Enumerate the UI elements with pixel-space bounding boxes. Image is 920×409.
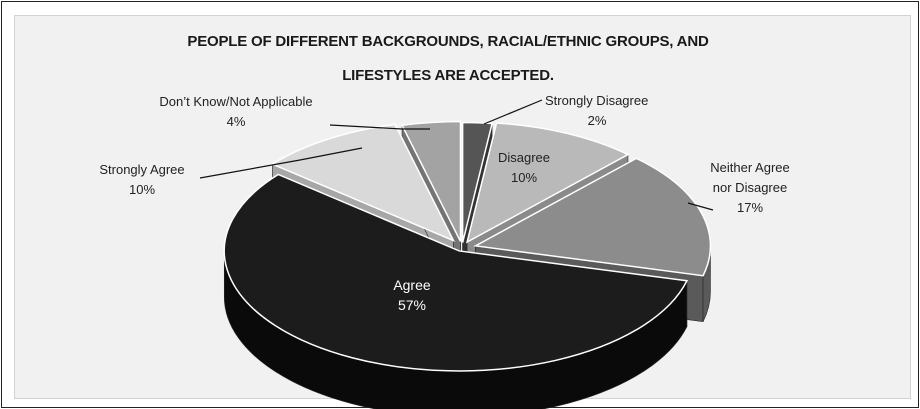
pie-slice-top-1 (465, 122, 630, 244)
leader-line-0 (483, 99, 543, 125)
slice-value-3: 57% (398, 297, 426, 313)
chart-title-line-2: LIFESTYLES ARE ACCEPTED. (342, 67, 554, 84)
leader-line-2 (687, 202, 714, 211)
slice-value-4: 10% (129, 182, 155, 197)
slice-name-2-0: Neither Agree (710, 160, 790, 175)
chart-title-line-1: PEOPLE OF DIFFERENT BACKGROUNDS, RACIAL/… (187, 33, 709, 50)
slice-name-1-0: Disagree (498, 150, 550, 165)
pie-slice-3 (223, 173, 689, 409)
slice-name-3-0: Agree (393, 277, 431, 293)
pie-slice-top-5 (400, 120, 462, 242)
pie-slice-top-3 (223, 173, 689, 372)
slice-label-0: Strongly Disagree 2% (483, 93, 648, 128)
slice-name-2-1: nor Disagree (713, 180, 787, 195)
pie-slice-top-4 (270, 123, 456, 243)
slice-value-2: 17% (737, 200, 763, 215)
leader-line-4 (199, 147, 363, 179)
slice-name-4-0: Strongly Agree (99, 162, 184, 177)
slice-name-0-0: Strongly Disagree (545, 93, 648, 108)
slice-value-5: 4% (227, 114, 246, 129)
slice-label-2: Neither Agree nor Disagree 17% (687, 160, 790, 215)
slice-label-3: Agree 57% (393, 277, 431, 313)
slice-label-5: Don’t Know/Not Applicable 4% (159, 94, 430, 130)
slice-value-0: 2% (588, 113, 607, 128)
slice-label-4: Strongly Agree 10% (99, 147, 363, 197)
slice-value-1: 10% (511, 170, 537, 185)
slice-name-5-0: Don’t Know/Not Applicable (159, 94, 312, 109)
slice-label-1: Disagree 10% (498, 150, 550, 185)
pie-slice-top-2 (473, 157, 712, 277)
pie-slice-top-0 (461, 121, 494, 243)
leader-line-5 (329, 124, 430, 130)
